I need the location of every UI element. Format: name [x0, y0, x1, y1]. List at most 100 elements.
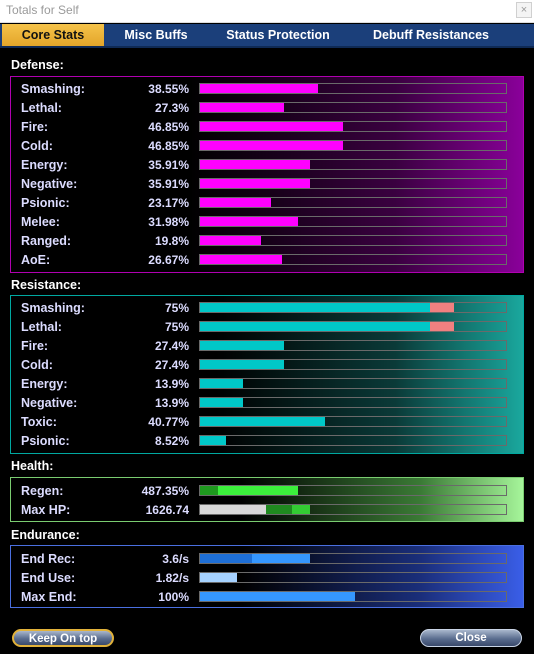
defense-bar-fill — [200, 217, 298, 226]
endurance-panel: End Rec: 3.6/s End Use: 1.82/s Max End: 100% — [10, 545, 524, 608]
defense-bar — [199, 254, 507, 265]
defense-row-label: Smashing: — [21, 82, 85, 96]
defense-bar — [199, 102, 507, 113]
defense-row: Negative: 35.91% — [11, 175, 525, 194]
defense-row: Smashing: 38.55% — [11, 80, 525, 99]
defense-bar-fill — [200, 103, 284, 112]
defense-bar-fill — [200, 84, 318, 93]
health-row-value: 487.35% — [141, 484, 189, 498]
defense-bar — [199, 121, 507, 132]
endurance-bar-fill — [200, 592, 355, 601]
tab-label: Status Protection — [226, 28, 330, 42]
tab-core-stats[interactable]: Core Stats — [2, 24, 104, 46]
resistance-row-label: Fire: — [21, 339, 49, 353]
endurance-row: End Rec: 3.6/s — [11, 550, 525, 569]
defense-row-value: 19.8% — [154, 234, 189, 248]
resistance-row-value: 27.4% — [154, 339, 189, 353]
defense-bar — [199, 83, 507, 94]
defense-row: Lethal: 27.3% — [11, 99, 525, 118]
resistance-row: Lethal: 75% — [11, 318, 525, 337]
resistance-bar-overcap — [429, 303, 454, 312]
defense-row-value: 38.55% — [148, 82, 189, 96]
keep-on-top-button[interactable]: Keep On top — [12, 629, 114, 647]
resistance-row-label: Cold: — [21, 358, 53, 372]
resistance-bar-fill — [200, 436, 227, 445]
endurance-bar — [199, 572, 507, 583]
close-button[interactable]: Close — [420, 629, 522, 647]
resistance-row-value: 40.77% — [148, 415, 189, 429]
resistance-row-value: 27.4% — [154, 358, 189, 372]
defense-row-label: Ranged: — [21, 234, 71, 248]
defense-bar-fill — [200, 160, 310, 169]
resistance-row-label: Psionic: — [21, 434, 70, 448]
defense-row: Fire: 46.85% — [11, 118, 525, 137]
endurance-row-label: End Use: — [21, 571, 76, 585]
health-bar-fill — [200, 505, 266, 514]
endurance-bar-fill — [252, 554, 311, 563]
tab-bar: Core Stats Misc Buffs Status Protection … — [0, 24, 534, 48]
defense-bar-fill — [200, 198, 271, 207]
endurance-row-value: 3.6/s — [162, 552, 189, 566]
endurance-row: Max End: 100% — [11, 588, 525, 607]
defense-row-label: Negative: — [21, 177, 78, 191]
defense-row-label: Fire: — [21, 120, 49, 134]
defense-bar-fill — [200, 179, 310, 188]
resistance-bar — [199, 321, 507, 332]
tab-label: Misc Buffs — [124, 28, 188, 42]
resistance-row-label: Toxic: — [21, 415, 57, 429]
resistance-row-value: 75% — [164, 320, 189, 334]
defense-heading: Defense: — [11, 58, 64, 72]
resistance-row: Cold: 27.4% — [11, 356, 525, 375]
defense-bar — [199, 140, 507, 151]
defense-row: Ranged: 19.8% — [11, 232, 525, 251]
resistance-bar — [199, 378, 507, 389]
defense-row-value: 31.98% — [148, 215, 189, 229]
defense-bar — [199, 197, 507, 208]
health-row: Regen: 487.35% — [11, 482, 525, 501]
health-bar — [199, 485, 507, 496]
defense-bar-fill — [200, 141, 344, 150]
defense-panel: Smashing: 38.55% Lethal: 27.3% Fire: 46.85% Co… — [10, 76, 524, 273]
endurance-bar-fill — [200, 573, 237, 582]
resistance-bar — [199, 397, 507, 408]
defense-row-label: Cold: — [21, 139, 53, 153]
resistance-bar — [199, 302, 507, 313]
endurance-bar-fill — [200, 554, 253, 563]
resistance-row-value: 13.9% — [154, 377, 189, 391]
resistance-row-value: 75% — [164, 301, 189, 315]
defense-row-label: Psionic: — [21, 196, 70, 210]
tab-misc-buffs[interactable]: Misc Buffs — [106, 24, 206, 46]
endurance-bar — [199, 553, 507, 564]
defense-bar-fill — [200, 122, 344, 131]
close-icon[interactable]: × — [516, 2, 532, 18]
resistance-bar-fill — [200, 398, 243, 407]
resistance-row-value: 8.52% — [154, 434, 189, 448]
resistance-bar-fill — [200, 417, 325, 426]
defense-row-value: 35.91% — [148, 158, 189, 172]
tab-label: Core Stats — [21, 28, 85, 42]
health-row-label: Regen: — [21, 484, 64, 498]
health-bar-fill — [265, 505, 292, 514]
defense-row: AoE: 26.67% — [11, 251, 525, 270]
tab-label: Debuff Resistances — [372, 28, 489, 42]
resistance-bar-fill — [200, 379, 243, 388]
defense-bar — [199, 159, 507, 170]
resistance-row: Energy: 13.9% — [11, 375, 525, 394]
resistance-bar-fill — [200, 360, 284, 369]
health-row: Max HP: 1626.74 — [11, 501, 525, 520]
resistance-row-label: Lethal: — [21, 320, 62, 334]
defense-row-label: Lethal: — [21, 101, 62, 115]
tab-debuff-resistances[interactable]: Debuff Resistances — [350, 24, 512, 46]
resistance-row: Psionic: 8.52% — [11, 432, 525, 451]
health-heading: Health: — [11, 459, 54, 473]
resistance-bar — [199, 359, 507, 370]
defense-bar — [199, 178, 507, 189]
health-bar — [199, 504, 507, 515]
tab-status-protection[interactable]: Status Protection — [208, 24, 348, 46]
health-bar-fill — [291, 505, 311, 514]
endurance-row-label: End Rec: — [21, 552, 76, 566]
defense-row: Energy: 35.91% — [11, 156, 525, 175]
health-row-value: 1626.74 — [145, 503, 189, 517]
resistance-bar-fill — [200, 341, 284, 350]
health-row-label: Max HP: — [21, 503, 71, 517]
